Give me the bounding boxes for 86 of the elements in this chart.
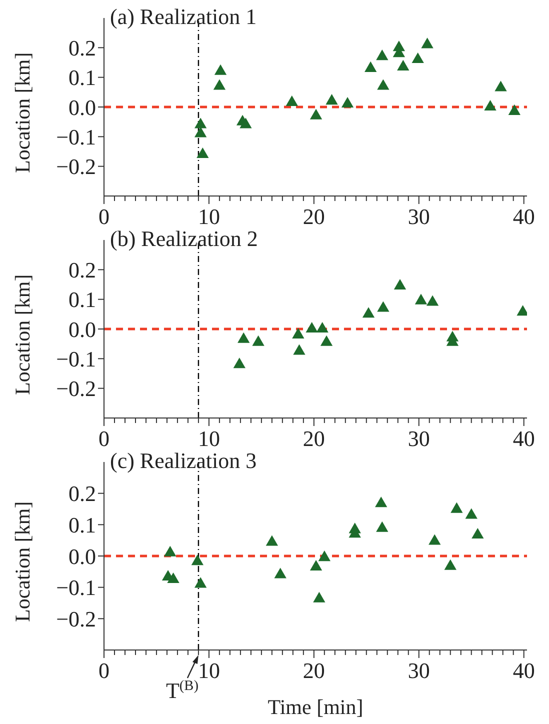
- point: [196, 147, 209, 158]
- x-tick-label: 10: [198, 204, 220, 229]
- point: [313, 592, 326, 602]
- point: [266, 535, 278, 546]
- y-tick-label: 0.2: [68, 35, 96, 60]
- chart-title: (c) Realization 3: [110, 448, 257, 474]
- point: [194, 126, 207, 138]
- y-tick-label: 0.2: [68, 257, 96, 282]
- point: [238, 332, 250, 343]
- point: [377, 301, 390, 312]
- point: [421, 38, 434, 48]
- y-tick-label: 0.1: [68, 287, 96, 312]
- x-tick-label: 20: [302, 204, 325, 229]
- x-tick-label: 40: [512, 204, 535, 229]
- point: [293, 344, 306, 355]
- point: [214, 64, 227, 75]
- point: [233, 358, 246, 368]
- point: [412, 52, 424, 64]
- point: [428, 534, 441, 545]
- x-tick-label: 20: [302, 426, 325, 451]
- y-axis-title: Location [km]: [10, 501, 34, 622]
- point: [508, 104, 520, 115]
- point: [326, 94, 338, 105]
- y-tick-label: 0.0: [68, 316, 96, 342]
- y-axis-title: Location [km]: [10, 274, 34, 395]
- y-tick-label: 0.0: [68, 544, 96, 569]
- y-tick-label: −0.1: [56, 124, 96, 150]
- y-tick-label: −0.2: [56, 154, 96, 180]
- point: [465, 508, 478, 519]
- point: [167, 572, 180, 584]
- point: [450, 502, 463, 513]
- point: [377, 79, 390, 90]
- x-tick-label: 0: [98, 204, 110, 229]
- y-tick-label: 0.1: [68, 512, 96, 538]
- point: [494, 80, 507, 92]
- point: [341, 97, 354, 108]
- chart-title: (b) Realization 2: [110, 226, 258, 252]
- point: [472, 528, 484, 539]
- x-tick-label: 30: [408, 204, 430, 229]
- point: [318, 550, 330, 562]
- point: [286, 96, 298, 106]
- y-tick-label: 0.0: [68, 94, 96, 120]
- point: [376, 50, 388, 60]
- point: [213, 79, 226, 90]
- y-tick-label: −0.1: [56, 575, 96, 600]
- y-axis-title: Location [km]: [10, 52, 34, 173]
- x-tick-label: 30: [408, 658, 430, 683]
- point: [320, 335, 333, 346]
- point: [414, 294, 428, 304]
- annotation: T$^{(B)}$: [166, 678, 199, 703]
- point: [316, 322, 328, 333]
- y-tick-label: −0.2: [56, 376, 96, 402]
- point: [397, 60, 410, 70]
- x-tick-label: 0: [98, 426, 110, 451]
- point: [426, 295, 439, 306]
- x-tick-label: 10: [198, 426, 220, 451]
- point: [375, 496, 388, 508]
- point: [194, 118, 207, 128]
- x-tick-label: 40: [512, 658, 535, 683]
- point: [362, 307, 375, 318]
- point: [292, 328, 304, 338]
- point: [252, 335, 264, 346]
- y-tick-label: 0.1: [68, 65, 96, 90]
- x-tick-label: 20: [302, 658, 325, 683]
- chart-title: (a) Realization 1: [110, 4, 257, 30]
- y-tick-label: −0.1: [56, 346, 96, 372]
- x-tick-label: 30: [408, 426, 430, 451]
- point: [164, 546, 176, 556]
- point: [444, 559, 456, 570]
- point: [394, 278, 406, 290]
- y-tick-label: −0.2: [56, 606, 96, 632]
- x-tick-label: 0: [98, 658, 110, 683]
- point: [240, 118, 252, 128]
- x-axis-title: Time [min]: [268, 695, 364, 719]
- point: [310, 108, 322, 120]
- point: [191, 554, 204, 566]
- y-tick-label: 0.2: [68, 481, 96, 506]
- point: [274, 568, 286, 578]
- point: [310, 560, 322, 570]
- point: [194, 577, 207, 588]
- x-tick-label: 10: [198, 658, 220, 683]
- point: [364, 61, 377, 72]
- point: [484, 100, 496, 111]
- point: [376, 521, 388, 532]
- x-tick-label: 40: [512, 426, 535, 451]
- point: [306, 322, 318, 333]
